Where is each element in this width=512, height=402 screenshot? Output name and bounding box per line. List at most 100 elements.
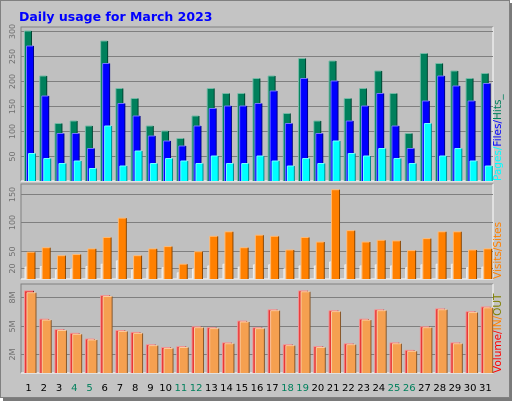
visits-bar-fill: [103, 237, 112, 279]
pages-bar-fill: [241, 163, 249, 181]
in-bar: [239, 321, 250, 373]
visits-bar: [483, 248, 493, 279]
in-bar-fill: [331, 311, 341, 373]
visits-bar-fill: [42, 247, 51, 279]
in-bar-fill: [27, 292, 36, 373]
y-tick-label: 2M: [8, 348, 17, 360]
in-bar: [346, 344, 357, 373]
in-bar: [315, 347, 326, 373]
x-day-label: 22: [342, 383, 355, 394]
pages-bar-fill: [150, 163, 158, 181]
pages-bar-fill: [226, 163, 234, 181]
visits-bar: [148, 248, 158, 279]
files-bar-fill: [331, 81, 339, 181]
pages-bar: [271, 160, 280, 181]
in-bar-fill: [438, 309, 448, 373]
in-bar-fill: [240, 322, 250, 373]
in-bar: [133, 332, 144, 373]
pages-bar: [393, 158, 402, 181]
pages-bar: [134, 150, 143, 181]
y-tick-label: 50: [8, 246, 17, 256]
visits-bar: [468, 249, 478, 279]
in-bar: [452, 343, 463, 373]
x-day-label: 19: [296, 383, 309, 394]
x-day-label: 5: [86, 383, 92, 394]
pages-bar: [58, 163, 67, 181]
x-day-label: 21: [327, 383, 340, 394]
pages-bar: [347, 153, 356, 181]
in-bar: [102, 296, 113, 373]
y-tick-label: 200: [8, 74, 17, 89]
y-tick-label: 150: [8, 187, 17, 202]
in-bar: [331, 311, 342, 373]
visits-bar: [224, 231, 234, 279]
visits-bar-fill: [468, 249, 477, 279]
pages-bar-fill: [256, 156, 264, 181]
in-bar-fill: [103, 296, 113, 373]
files-bar-fill: [41, 96, 49, 181]
x-day-label: 11: [175, 383, 188, 394]
in-bar: [72, 333, 83, 373]
pages-bar: [210, 155, 219, 181]
pages-bar: [286, 165, 295, 181]
files-bar-fill: [270, 91, 278, 181]
visits-bar-fill: [148, 248, 157, 279]
pages-bar: [225, 163, 234, 181]
pages-bar: [165, 158, 174, 181]
visits-bar: [346, 230, 356, 279]
visits-bar-fill: [361, 242, 370, 279]
in-bar-fill: [42, 320, 52, 373]
in-bar-fill: [270, 310, 280, 373]
legend-text: Volume/IN/OUT: [492, 293, 504, 373]
files-bar-fill: [376, 93, 384, 181]
visits-bar: [361, 241, 371, 279]
in-bar-fill: [224, 343, 234, 373]
in-bar: [56, 330, 67, 373]
visits-bar-fill: [346, 230, 355, 279]
legend-text: Visits/Sites: [492, 222, 504, 279]
visits-bar-fill: [72, 254, 81, 279]
pages-bar-fill: [104, 126, 112, 181]
x-day-label: 14: [220, 383, 233, 394]
in-bar-fill: [468, 312, 478, 373]
files-bar-fill: [72, 133, 80, 181]
visits-bar-fill: [316, 242, 325, 279]
in-bar: [391, 343, 402, 373]
in-bar: [300, 291, 311, 373]
pages-bar-fill: [74, 161, 82, 181]
visits-bar: [163, 246, 173, 279]
pages-bar-fill: [454, 148, 462, 181]
files-bar-fill: [468, 101, 476, 181]
pages-bar-fill: [180, 161, 188, 181]
y-tick-label: 250: [8, 49, 17, 64]
in-bar: [468, 312, 479, 373]
x-day-label: 12: [190, 383, 203, 394]
visits-bar: [102, 236, 112, 279]
files-bar-fill: [483, 83, 491, 181]
y-tick-label: 100: [8, 124, 17, 139]
y-tick-label: 5M: [8, 320, 17, 332]
in-bar-fill: [361, 320, 371, 373]
legend-item: Visits: [492, 251, 504, 279]
files-bar-fill: [133, 116, 141, 181]
visits-bar-fill: [285, 249, 294, 279]
visits-bar: [422, 238, 432, 279]
files-bar-fill: [254, 103, 262, 181]
files-bar-fill: [437, 76, 445, 181]
legend-item: Hits: [492, 100, 504, 120]
pages-bar: [302, 158, 311, 181]
legend-sep: /: [492, 120, 504, 124]
in-bar-fill: [392, 343, 402, 373]
in-bar-fill: [483, 307, 493, 373]
usage-chart: Daily usage for March 2023 5010015020025…: [8, 9, 504, 394]
legend-item: Volume: [492, 334, 504, 373]
legend-item: Sites: [492, 222, 504, 248]
files-bar-fill: [361, 106, 369, 181]
files-bar-fill: [224, 106, 232, 181]
visits-bar-fill: [194, 251, 203, 279]
visits-bar-fill: [87, 248, 96, 279]
in-bar-fill: [453, 343, 463, 373]
pages-bar: [439, 155, 448, 181]
pages-bar: [180, 160, 189, 181]
visits-bar-fill: [392, 240, 401, 279]
